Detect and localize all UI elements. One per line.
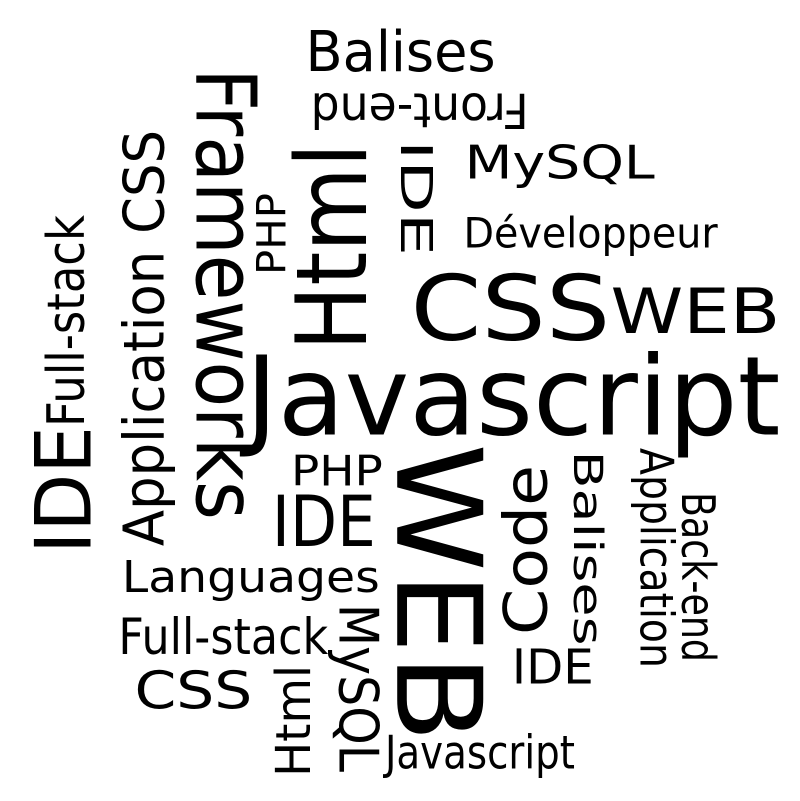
word-application-css: Application CSS [111, 129, 177, 547]
word-ide-center: IDE [271, 480, 376, 563]
word-full-stack-vertical: Full-stack [35, 215, 96, 427]
word-mysql-top: MySQL [464, 135, 655, 190]
word-php-horizontal: PHP [290, 446, 383, 496]
word-full-stack-horizontal: Full-stack [117, 607, 328, 666]
word-ide-left: IDE [17, 426, 110, 554]
word-languages: Languages [121, 551, 380, 603]
word-balises-top: Balises [305, 18, 496, 85]
word-javascript-bottom: Javascript [384, 725, 575, 780]
word-web-right: WEB [609, 275, 780, 348]
word-css-bottom: CSS [133, 660, 252, 722]
word-web-vertical: WEB [368, 443, 507, 743]
word-code: Code [490, 464, 561, 636]
word-mysql-vertical: MySQL [325, 603, 390, 773]
word-back-end: Back-end [670, 491, 725, 663]
word-balises-vertical: Balises [563, 449, 611, 646]
word-developpeur: Développeur [463, 208, 718, 258]
word-ide-upper: IDE [390, 140, 442, 256]
word-css-large: CSS [410, 255, 610, 362]
word-front-end: Front-end [310, 82, 529, 139]
word-javascript-large: Javascript [245, 332, 780, 461]
word-php-vertical: PHP [248, 193, 296, 275]
word-html-large: Html [274, 143, 390, 351]
word-ide-bottom: IDE [511, 638, 594, 695]
word-html-bottom: Html [265, 665, 322, 777]
